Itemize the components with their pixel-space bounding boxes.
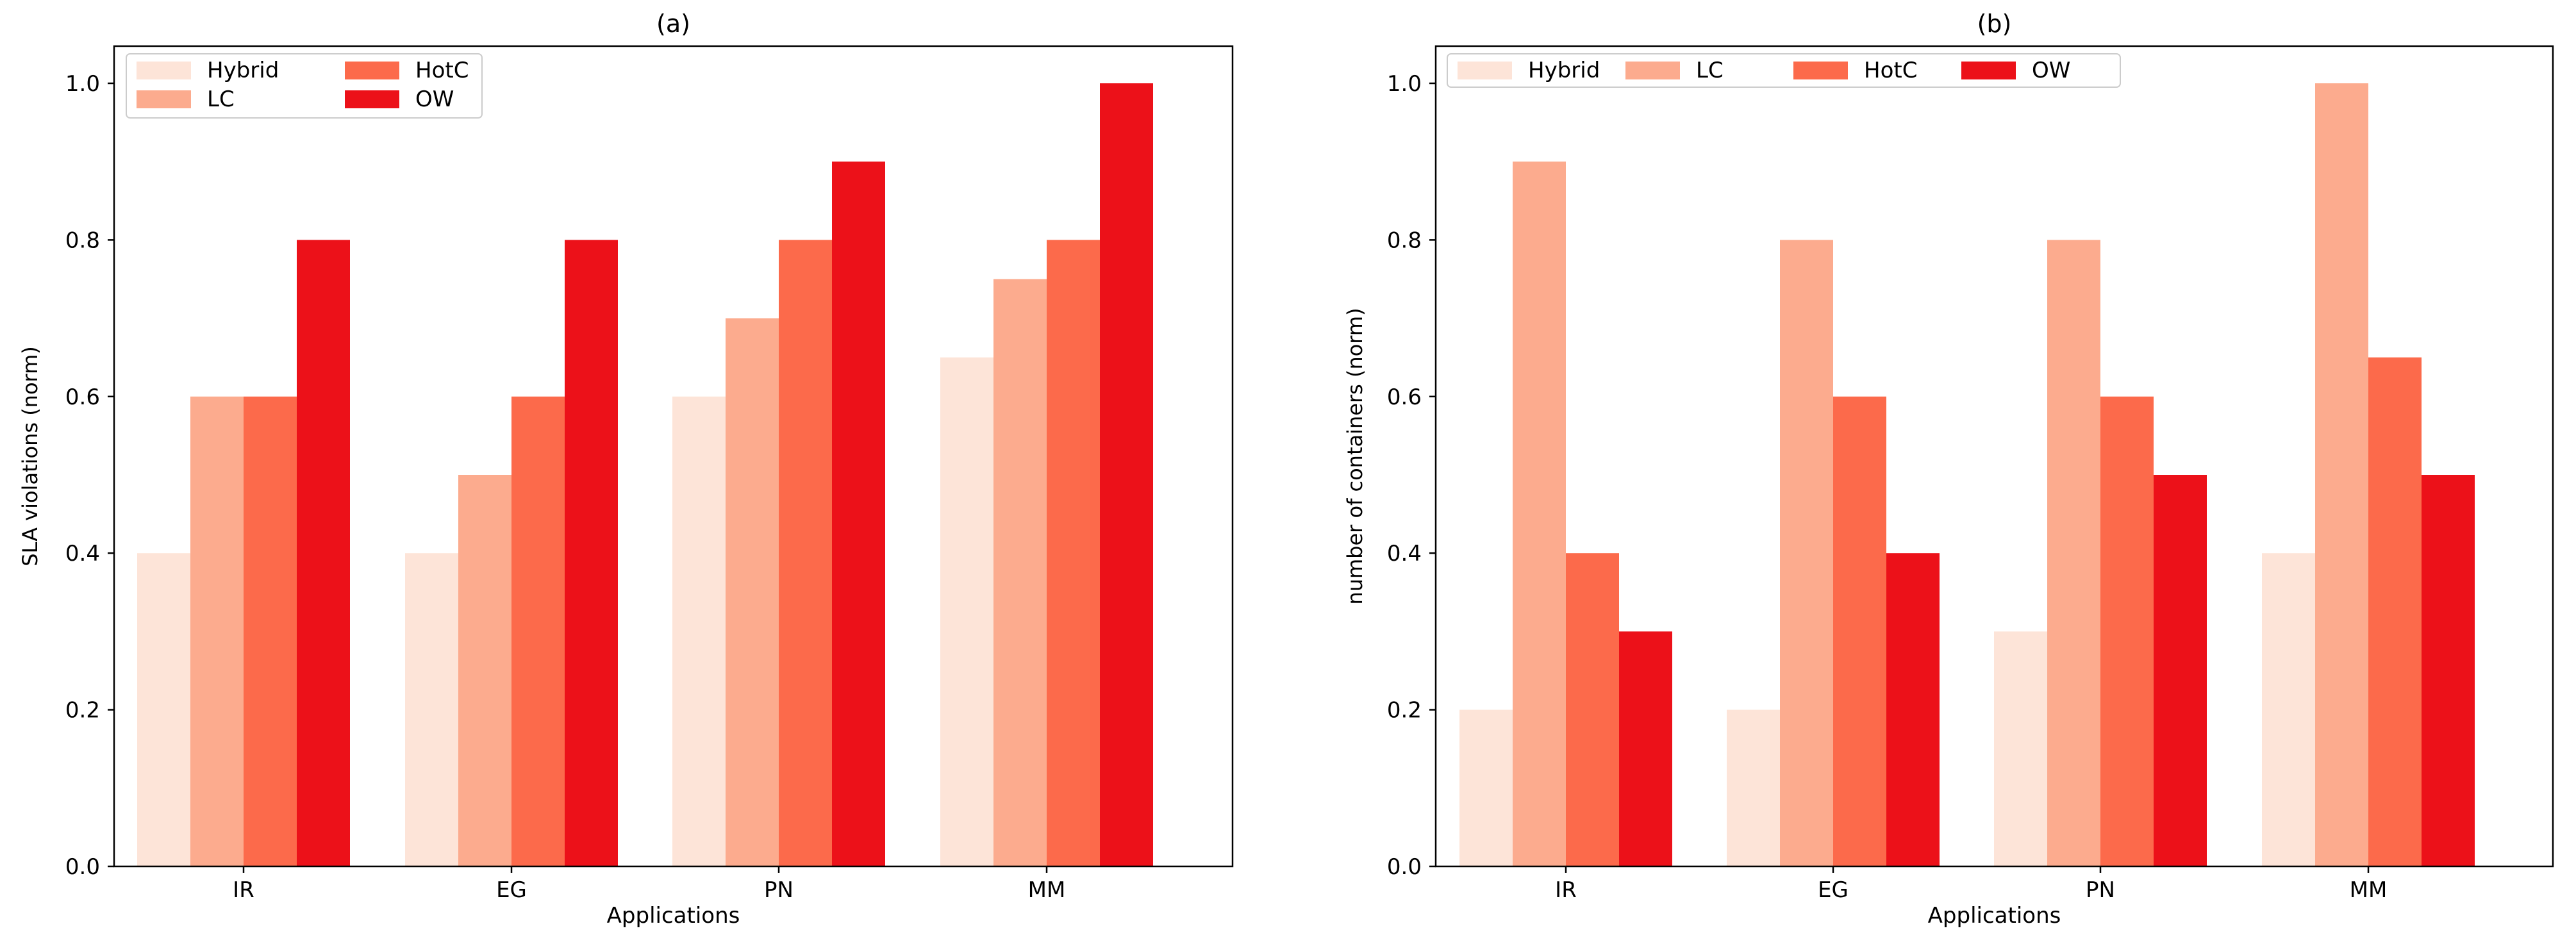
legend-label-ow: OW (2032, 58, 2070, 83)
legend-swatch-hotc (1793, 62, 1848, 79)
bar-lc-pn (2047, 240, 2100, 866)
x-tick-label: IR (233, 877, 254, 903)
x-tick-label: EG (1818, 877, 1849, 903)
bar-hotc-mm (1047, 240, 1100, 866)
y-tick-label: 0.0 (1387, 854, 1422, 880)
y-tick-label: 0.2 (1387, 698, 1422, 723)
legend-swatch-lc (137, 90, 191, 108)
bar-hybrid-mm (940, 357, 993, 866)
y-tick-label: 0.0 (65, 854, 100, 880)
bar-hotc-mm (2368, 357, 2422, 866)
bar-hotc-ir (244, 396, 297, 866)
x-axis-label: Applications (607, 903, 740, 929)
legend-label-hotc: HotC (1864, 58, 1917, 83)
legend-swatch-hybrid (1458, 62, 1512, 79)
legend-label-lc: LC (207, 87, 235, 112)
bar-ow-pn (2154, 475, 2207, 866)
legend-label-hybrid: Hybrid (1528, 58, 1600, 83)
bar-lc-pn (726, 318, 779, 867)
axes-frame (113, 45, 1234, 868)
bar-lc-mm (2315, 83, 2368, 866)
bar-hybrid-pn (1994, 631, 2047, 866)
chart-panel-a: 0.0 0.2 0.4 0.6 0.8 1.0 IR EG PN MM Applications SL… (18, 10, 1234, 929)
y-tick-label: 0.6 (65, 384, 100, 410)
x-tick-label: PN (764, 877, 794, 903)
axes-frame (1434, 45, 2554, 868)
chart-title: (b) (1977, 10, 2012, 38)
y-tick-label: 0.8 (65, 227, 100, 253)
bar-hotc-pn (2100, 396, 2154, 866)
legend: Hybrid LC HotC OW (126, 53, 483, 119)
x-tick-label: MM (2350, 877, 2388, 903)
bar-hybrid-ir (1459, 709, 1513, 866)
legend-swatch-lc (1625, 62, 1680, 79)
bar-lc-eg (1780, 240, 1833, 866)
legend-swatch-hotc (345, 62, 399, 79)
bar-ow-ir (1619, 631, 1672, 866)
y-tick-label: 1.0 (1387, 71, 1422, 97)
bar-ow-eg (1886, 553, 1940, 866)
legend-label-lc: LC (1696, 58, 1724, 83)
x-tick-label: IR (1555, 877, 1577, 903)
bar-hybrid-eg (1727, 709, 1780, 866)
chart-panel-b: 0.0 0.2 0.4 0.6 0.8 1.0 IR EG PN MM Applications nu… (1343, 10, 2554, 929)
legend-swatch-hybrid (137, 62, 191, 79)
x-tick-label: MM (1028, 877, 1066, 903)
y-tick-label: 0.8 (1387, 227, 1422, 253)
legend-label-hotc: HotC (415, 58, 469, 83)
bar-hotc-eg (511, 396, 565, 866)
y-tick-label: 0.4 (65, 541, 100, 566)
bar-hybrid-mm (2262, 553, 2315, 866)
x-axis-label: Applications (1928, 903, 2061, 929)
y-axis-label: SLA violations (norm) (18, 346, 42, 566)
legend-label-hybrid: Hybrid (207, 58, 279, 83)
x-tick-label: PN (2086, 877, 2115, 903)
bar-hybrid-ir (137, 553, 190, 866)
legend-frame (1447, 53, 2121, 88)
chart-title: (a) (656, 10, 690, 38)
bar-lc-mm (993, 279, 1047, 866)
bar-hybrid-eg (405, 553, 458, 866)
y-tick-label: 1.0 (65, 71, 100, 97)
bar-ow-mm (2422, 475, 2475, 866)
bar-ow-eg (565, 240, 618, 866)
bar-ow-ir (297, 240, 350, 866)
y-tick-label: 0.2 (65, 698, 100, 723)
legend-swatch-ow (345, 90, 399, 108)
bar-hotc-pn (779, 240, 832, 866)
bar-hotc-ir (1566, 553, 1619, 866)
x-tick-label: EG (496, 877, 527, 903)
legend-swatch-ow (1961, 62, 2016, 79)
bar-ow-pn (832, 161, 885, 867)
bar-lc-ir (1513, 161, 1566, 867)
bar-lc-eg (458, 475, 511, 866)
y-tick-label: 0.4 (1387, 541, 1422, 566)
legend: Hybrid LC HotC OW (1447, 53, 2121, 88)
bar-ow-mm (1100, 83, 1153, 866)
bar-lc-ir (190, 396, 244, 866)
bar-hybrid-pn (672, 396, 726, 866)
legend-label-ow: OW (415, 87, 454, 112)
bar-hotc-eg (1833, 396, 1886, 866)
y-axis-label: number of containers (norm) (1343, 308, 1367, 604)
y-tick-label: 0.6 (1387, 384, 1422, 410)
